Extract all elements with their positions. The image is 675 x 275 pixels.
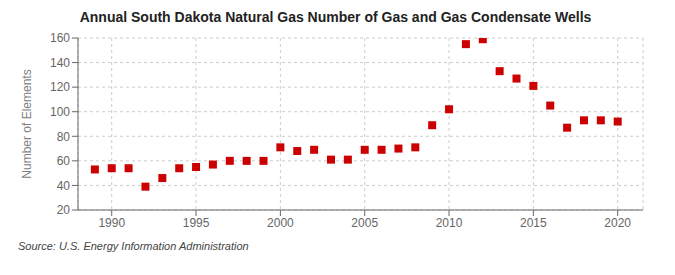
svg-text:2020: 2020 [604, 216, 631, 230]
svg-text:1990: 1990 [98, 216, 125, 230]
svg-text:80: 80 [57, 130, 71, 144]
html-text:Annual South Dakota Natural Ga: Annual South Dakota Natural Gas Number o… [79, 9, 592, 25]
svg-text:2010: 2010 [436, 216, 463, 230]
svg-text:2015: 2015 [520, 216, 547, 230]
svg-text:140: 140 [50, 56, 70, 70]
svg-text:60: 60 [57, 154, 71, 168]
svg-text:40: 40 [57, 179, 71, 193]
svg-text:Number of Elements: Number of Elements [20, 69, 34, 178]
svg-text:20: 20 [57, 203, 71, 217]
svg-text:2000: 2000 [267, 216, 294, 230]
svg-text:1995: 1995 [183, 216, 210, 230]
svg-text:100: 100 [50, 105, 70, 119]
svg-text:160: 160 [50, 31, 70, 45]
svg-text:120: 120 [50, 80, 70, 94]
svg-text:2005: 2005 [351, 216, 378, 230]
html-text:Source: U.S. Energy Informatio: Source: U.S. Energy Information Administ… [18, 240, 249, 252]
